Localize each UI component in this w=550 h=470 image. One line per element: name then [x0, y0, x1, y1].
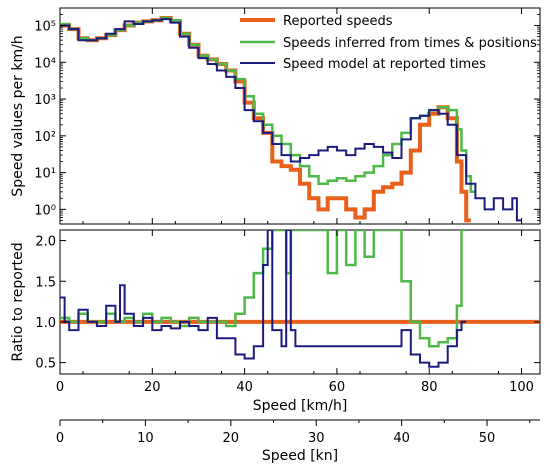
kmh-xtick-label: 100 — [509, 380, 534, 395]
kn-xtick-label: 30 — [308, 431, 325, 446]
kn-xtick-label: 50 — [479, 431, 496, 446]
bottom-ylabel: Ratio to reported — [10, 242, 26, 361]
ticks-group: 10⁰ 10¹ 10² 10³ 10⁴ 10⁵ 0.5 1.0 1.5 2.0 0 20 40 60 80 1… — [34, 7, 540, 446]
legend-label-model: Speed model at reported times — [283, 57, 486, 72]
xlabel-kn: Speed [kn] — [262, 448, 338, 464]
bottom-ytick-label: 0.5 — [35, 357, 56, 372]
kn-xtick-label: 0 — [56, 431, 64, 446]
kmh-xtick-label: 40 — [236, 380, 253, 395]
kmh-xtick-label: 80 — [421, 380, 438, 395]
top-ytick-label: 10² — [34, 130, 56, 145]
kn-xtick-label: 40 — [393, 431, 410, 446]
kmh-xtick-label: 60 — [329, 380, 346, 395]
top-ytick-label: 10⁵ — [34, 20, 56, 35]
top-ytick-label: 10⁴ — [34, 56, 56, 71]
kmh-xtick-label: 0 — [56, 380, 64, 395]
bottom-ytick-label: 1.5 — [35, 275, 56, 290]
top-ytick-label: 10³ — [34, 93, 56, 108]
bottom-panel-frame — [59, 229, 541, 375]
bottom-ytick-label: 1.0 — [35, 316, 56, 331]
top-ytick-label: 10¹ — [34, 167, 56, 182]
top-ytick-label: 10⁰ — [34, 203, 56, 218]
top-ylabel: Speed values per km/h — [10, 35, 26, 196]
top-panel-frame — [59, 7, 541, 225]
bottom-series-line-speed-model-at-reported-times — [60, 230, 467, 368]
top-series-group — [60, 16, 522, 223]
legend-label-reported: Reported speeds — [283, 14, 393, 29]
top-series-line-speed-model-at-reported-times — [60, 18, 522, 222]
legend: Reported speeds Speeds inferred from tim… — [240, 14, 537, 72]
bottom-series-group — [60, 230, 540, 368]
xlabel-kmh: Speed [km/h] — [253, 398, 348, 414]
kn-xtick-label: 10 — [137, 431, 154, 446]
kmh-xtick-label: 20 — [144, 380, 161, 395]
bottom-ytick-label: 2.0 — [35, 235, 56, 250]
legend-label-inferred: Speeds inferred from times & positions — [283, 36, 537, 51]
kn-xtick-label: 20 — [223, 431, 240, 446]
